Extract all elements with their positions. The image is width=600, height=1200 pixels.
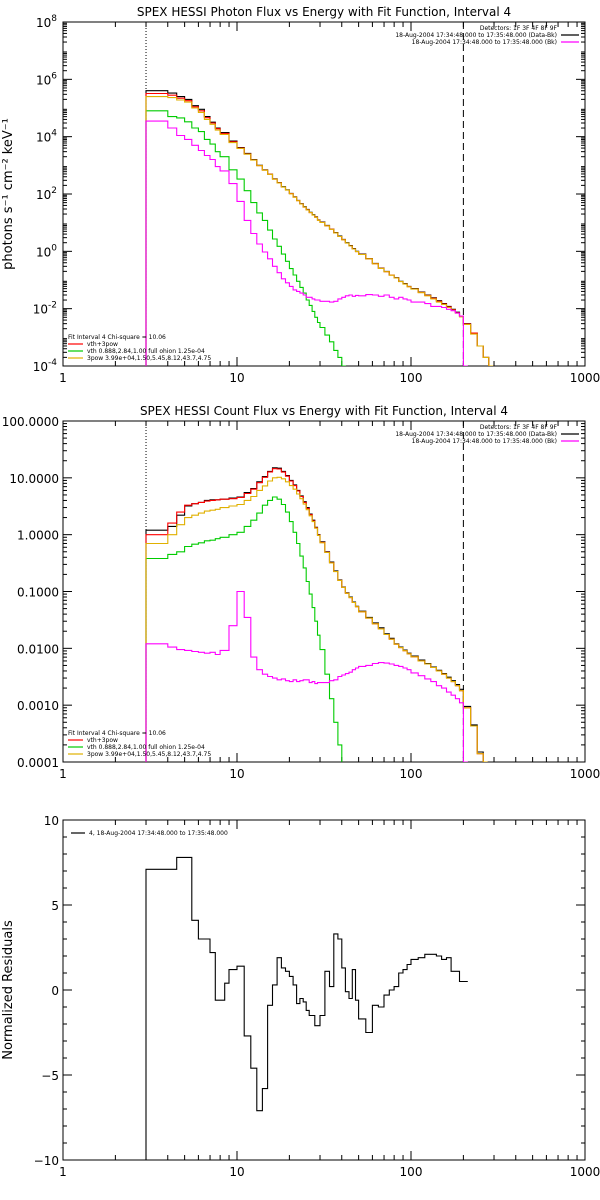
panel1-xtick-label: 1	[59, 371, 67, 385]
panel2-legend-bl-text: 3pow 3.99e+04,1.50,5.45,8.12,43.7,4.75	[87, 751, 211, 758]
panel3-ytick-label: 5	[51, 899, 59, 913]
panel1-ytick-label: 10-2	[33, 301, 57, 317]
panel1-title: SPEX HESSI Photon Flux vs Energy with Fi…	[137, 5, 511, 19]
panel3-ytick-label: −5	[41, 1069, 59, 1083]
panel1-legend-tr-text: 18-Aug-2004 17:34:48.000 to 17:35:48.000…	[395, 32, 557, 39]
ytick-exponent: 0	[51, 243, 57, 253]
panel2-ytick-label: 1.0000	[17, 529, 59, 543]
panel2-legend-tr-text: Detectors: 1F 3F 4F 8F 9F	[480, 424, 558, 431]
panel1-ytick-label: 102	[36, 186, 57, 202]
panel1-series-background	[145, 120, 468, 366]
ytick-exponent: 6	[51, 71, 57, 81]
panel3-ytick-label: 0	[51, 984, 59, 998]
panel1-ylabel: photons s⁻¹ cm⁻² keV⁻¹	[1, 118, 16, 270]
panel3-xtick-label: 100	[400, 1165, 423, 1179]
panel3-xtick-label: 1	[59, 1165, 67, 1179]
panel2-ytick-label: 0.0010	[17, 699, 59, 713]
panel3-legend-tl-text: 4, 18-Aug-2004 17:34:48.000 to 17:35:48.…	[89, 830, 228, 837]
panel3-ylabel: Normalized Residuals	[1, 920, 16, 1060]
panel1-series-vth	[145, 110, 346, 366]
panel1-xtick-label: 10	[229, 371, 244, 385]
panel2-ytick-label: 0.0001	[17, 756, 59, 770]
panel2-ytick-label: 0.0100	[17, 642, 59, 656]
panel2-series-background	[145, 590, 468, 762]
panel1-ytick-label: 104	[36, 129, 57, 145]
panel1-series-3pow	[145, 96, 494, 366]
ytick-base: 10	[36, 245, 51, 259]
panel2-xtick-label: 10	[229, 767, 244, 781]
panel1-axes-frame	[62, 21, 586, 367]
ytick-base: 10	[36, 16, 51, 30]
panel2-ytick-label: 10.0000	[9, 472, 59, 486]
panel2-xtick-label: 1000	[570, 767, 600, 781]
panel3-xtick-label: 10	[229, 1165, 244, 1179]
panel1-ytick-label: 106	[36, 71, 57, 87]
panel2-legend-tr-text: 18-Aug-2004 17:34:48.000 to 17:35:48.000…	[412, 438, 557, 445]
panel1-legend-bl-text: vth 0.888,2.84,1.00 full ohion 1.25e-04	[87, 348, 205, 355]
ytick-base: 10	[33, 303, 48, 317]
panel2-legend-tr-text: 18-Aug-2004 17:34:48.000 to 17:35:48.000…	[395, 431, 557, 438]
panel1-legend-tr-text: 18-Aug-2004 17:34:48.000 to 17:35:48.000…	[412, 39, 557, 46]
panel2-series-vth+3pow	[145, 468, 488, 762]
panel2-legend-bl-text: Fit Interval 4 Chi-square = 10.06	[68, 730, 166, 737]
ytick-base: 10	[36, 73, 51, 87]
panel2-title: SPEX HESSI Count Flux vs Energy with Fit…	[140, 404, 508, 418]
panel2-xtick-label: 1	[59, 767, 67, 781]
panel2-legend-bl-text: vth 0.888,2.84,1.00 full ohion 1.25e-04	[87, 744, 205, 751]
panel1-xtick-label: 100	[400, 371, 423, 385]
ytick-exponent: 4	[51, 129, 57, 139]
ytick-exponent: -2	[48, 301, 57, 311]
ytick-base: 10	[36, 131, 51, 145]
panel1-ytick-label: 100	[36, 243, 57, 259]
ytick-base: 10	[36, 188, 51, 202]
panel1-ytick-label: 10-4	[33, 358, 58, 374]
panel2-legend-bl-text: vth+3pow	[87, 737, 118, 744]
panel1-legend-bl-text: vth+3pow	[87, 341, 118, 348]
panel3-series-residuals	[145, 856, 468, 1160]
panel3-xtick-label: 1000	[570, 1165, 600, 1179]
panel2-ytick-label: 100.0000	[2, 415, 59, 429]
panel1-legend-bl-text: Fit Interval 4 Chi-square = 10.06	[68, 334, 166, 341]
panel2-ytick-label: 0.1000	[17, 586, 59, 600]
panel1-xtick-label: 1000	[570, 371, 600, 385]
panel1-legend-bl-text: 3pow 3.99e+04,1.50,5.45,8.12,43.7,4.75	[87, 355, 211, 362]
ytick-exponent: -4	[48, 358, 57, 368]
ytick-exponent: 8	[51, 14, 57, 24]
panel3-axes-frame	[62, 819, 586, 1161]
panel2-axes-frame	[62, 420, 586, 763]
panel3-ytick-label: 10	[44, 814, 59, 828]
panel3-ytick-label: −10	[34, 1154, 59, 1168]
panel1-ytick-label: 108	[36, 14, 57, 30]
panel2-xtick-label: 100	[400, 767, 423, 781]
panel2-series-3pow	[145, 476, 488, 762]
ytick-exponent: 2	[51, 186, 57, 196]
panel1-legend-tr-text: Detectors: 1F 3F 4F 8F 9F	[480, 25, 558, 32]
ytick-base: 10	[33, 360, 48, 374]
panel2-series-vth	[145, 496, 343, 762]
panel2-series-data	[145, 467, 488, 762]
